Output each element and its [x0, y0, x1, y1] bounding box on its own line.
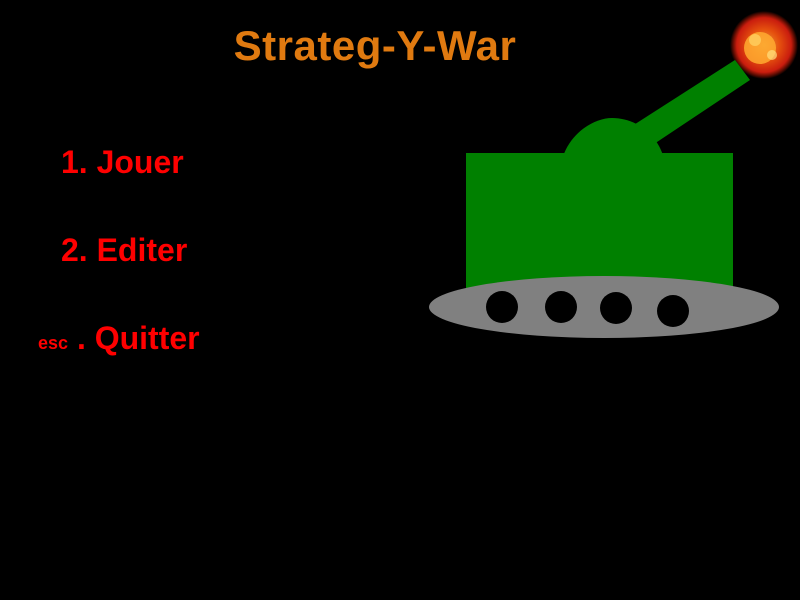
- menu-separator-edit: .: [78, 232, 97, 268]
- menu-item-play[interactable]: 1. Jouer: [61, 144, 184, 181]
- tank-hull: [466, 153, 733, 293]
- menu-label-edit: Editer: [96, 232, 188, 268]
- menu-key-edit: 2: [61, 232, 79, 268]
- menu-separator-quit: .: [68, 320, 95, 356]
- tank-wheel: [657, 295, 689, 327]
- menu-key-quit: esc: [38, 333, 69, 353]
- menu-separator-play: .: [78, 144, 97, 180]
- tank-wheel: [600, 292, 632, 324]
- game-title: Strateg-Y-War: [233, 22, 517, 69]
- menu-label-quit: Quitter: [94, 320, 200, 356]
- tank-wheel: [486, 291, 518, 323]
- menu-key-play: 1: [61, 144, 79, 180]
- tank-wheel: [545, 291, 577, 323]
- tank-barrel: [632, 60, 750, 150]
- menu-label-play: Jouer: [96, 144, 184, 180]
- muzzle-flash-icon: [730, 11, 798, 79]
- menu-item-edit[interactable]: 2. Editer: [61, 232, 187, 269]
- menu-item-quit[interactable]: esc . Quitter: [38, 320, 200, 357]
